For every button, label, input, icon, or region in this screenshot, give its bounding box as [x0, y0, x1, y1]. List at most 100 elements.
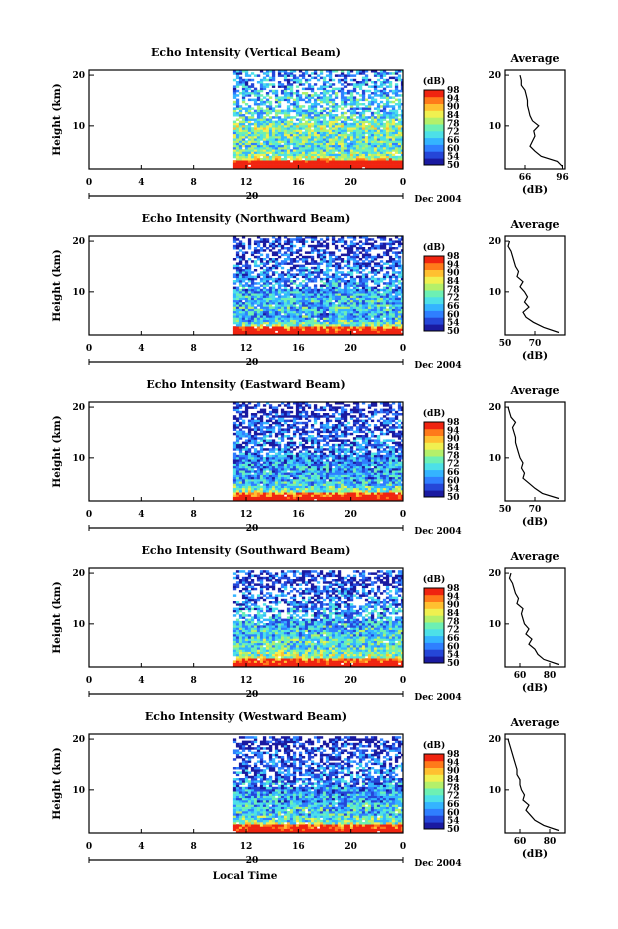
heatmap-cell [358, 111, 363, 115]
heatmap-cell [256, 109, 261, 113]
heatmap-cell [349, 293, 354, 296]
heatmap-cell [250, 277, 255, 281]
heatmap-cell [373, 131, 378, 135]
heatmap-cell [292, 116, 297, 119]
heatmap-cell [316, 133, 321, 137]
heatmap-cell [343, 297, 348, 301]
heatmap-cell [250, 127, 255, 130]
heatmap-cell [361, 304, 366, 307]
heatmap-cell [298, 78, 303, 82]
heatmap-cell [301, 328, 306, 331]
heatmap-cell [361, 321, 366, 325]
heatmap-cell [271, 468, 276, 471]
heatmap-cell [400, 313, 403, 316]
heatmap-cell [295, 496, 300, 500]
heatmap-cell [277, 487, 282, 491]
heatmap-cell [400, 116, 403, 119]
heatmap-cell [253, 158, 258, 161]
heatmap-cell [256, 96, 261, 99]
heatmap-cell [232, 87, 237, 91]
heatmap-cell [319, 302, 324, 305]
heatmap-cell [295, 479, 300, 482]
heatmap-cell [292, 125, 297, 128]
heatmap-cell [385, 474, 390, 478]
heatmap-cell [310, 155, 315, 159]
heatmap-cell [331, 302, 336, 305]
heatmap-cell [241, 271, 246, 274]
heatmap-cell [355, 326, 360, 329]
heatmap-cell [280, 275, 285, 279]
heatmap-cell [361, 280, 366, 283]
heatmap-cell [277, 317, 282, 320]
heatmap-cell [265, 271, 270, 274]
heatmap-cell [400, 149, 403, 152]
heatmap-cell [385, 284, 390, 287]
heatmap-cell [289, 153, 294, 157]
heatmap-cell [388, 476, 393, 480]
heatmap-cell [385, 85, 390, 88]
heatmap-cell [277, 470, 282, 473]
heatmap-cell [289, 87, 294, 91]
heatmap-cell [283, 129, 288, 132]
heatmap-cell [292, 494, 297, 497]
heatmap-cell [325, 472, 330, 475]
heatmap-cell [232, 70, 237, 73]
heatmap-cell [367, 96, 372, 99]
heatmap-cell [238, 70, 243, 73]
heatmap-cell [271, 479, 276, 482]
heatmap-cell [319, 297, 324, 301]
heatmap-cell [385, 321, 390, 325]
heatmap-cell [340, 98, 345, 102]
heatmap-cell [265, 83, 270, 86]
heatmap-cell [292, 153, 297, 157]
heatmap-cell [325, 264, 330, 268]
heatmap-cell [313, 308, 318, 312]
heatmap-cell [364, 490, 369, 493]
panel-title: Echo Intensity (Eastward Beam) [146, 378, 345, 391]
heatmap-cell [355, 332, 360, 335]
heatmap-cell [319, 111, 324, 115]
heatmap-cell [232, 129, 237, 132]
heatmap-cell [280, 253, 285, 257]
heatmap-cell [307, 321, 312, 325]
heatmap-cell [352, 103, 357, 106]
heatmap-cell [343, 273, 348, 276]
heatmap-cell [247, 468, 252, 471]
heatmap-cell [256, 288, 261, 292]
heatmap-cell [373, 120, 378, 124]
heatmap-cell [352, 131, 357, 135]
heatmap-cell [295, 109, 300, 113]
heatmap-cell [331, 153, 336, 157]
heatmap-cell [310, 76, 315, 80]
heatmap-cell [346, 319, 351, 323]
heatmap-cell [274, 280, 279, 283]
heatmap-cell [292, 142, 297, 146]
heatmap-cell [238, 293, 243, 296]
heatmap-cell [289, 310, 294, 314]
heatmap-cell [244, 481, 249, 484]
heatmap-cell [343, 291, 348, 294]
heatmap-cell [247, 479, 252, 482]
heatmap-cell [244, 476, 249, 480]
heatmap-cell [355, 330, 360, 334]
heatmap-cell [361, 125, 366, 128]
heatmap-cell [244, 275, 249, 279]
heatmap-cell [391, 295, 396, 298]
heatmap-cell [301, 131, 306, 135]
profile-x-label: (dB) [522, 184, 548, 196]
heatmap-cell [379, 83, 384, 86]
heatmap-cell [349, 111, 354, 115]
heatmap-cell [283, 280, 288, 283]
heatmap-cell [325, 236, 330, 239]
heatmap-cell [334, 299, 339, 303]
heatmap-cell [247, 122, 252, 126]
heatmap-cell [271, 317, 276, 320]
heatmap-cell [283, 253, 288, 257]
heatmap-cell [247, 280, 252, 283]
heatmap-cell [265, 275, 270, 279]
heatmap-cell [346, 492, 351, 495]
heatmap-cell [310, 262, 315, 265]
heatmap-cell [280, 118, 285, 121]
heatmap-cell [301, 271, 306, 274]
heatmap-cell [349, 470, 354, 473]
